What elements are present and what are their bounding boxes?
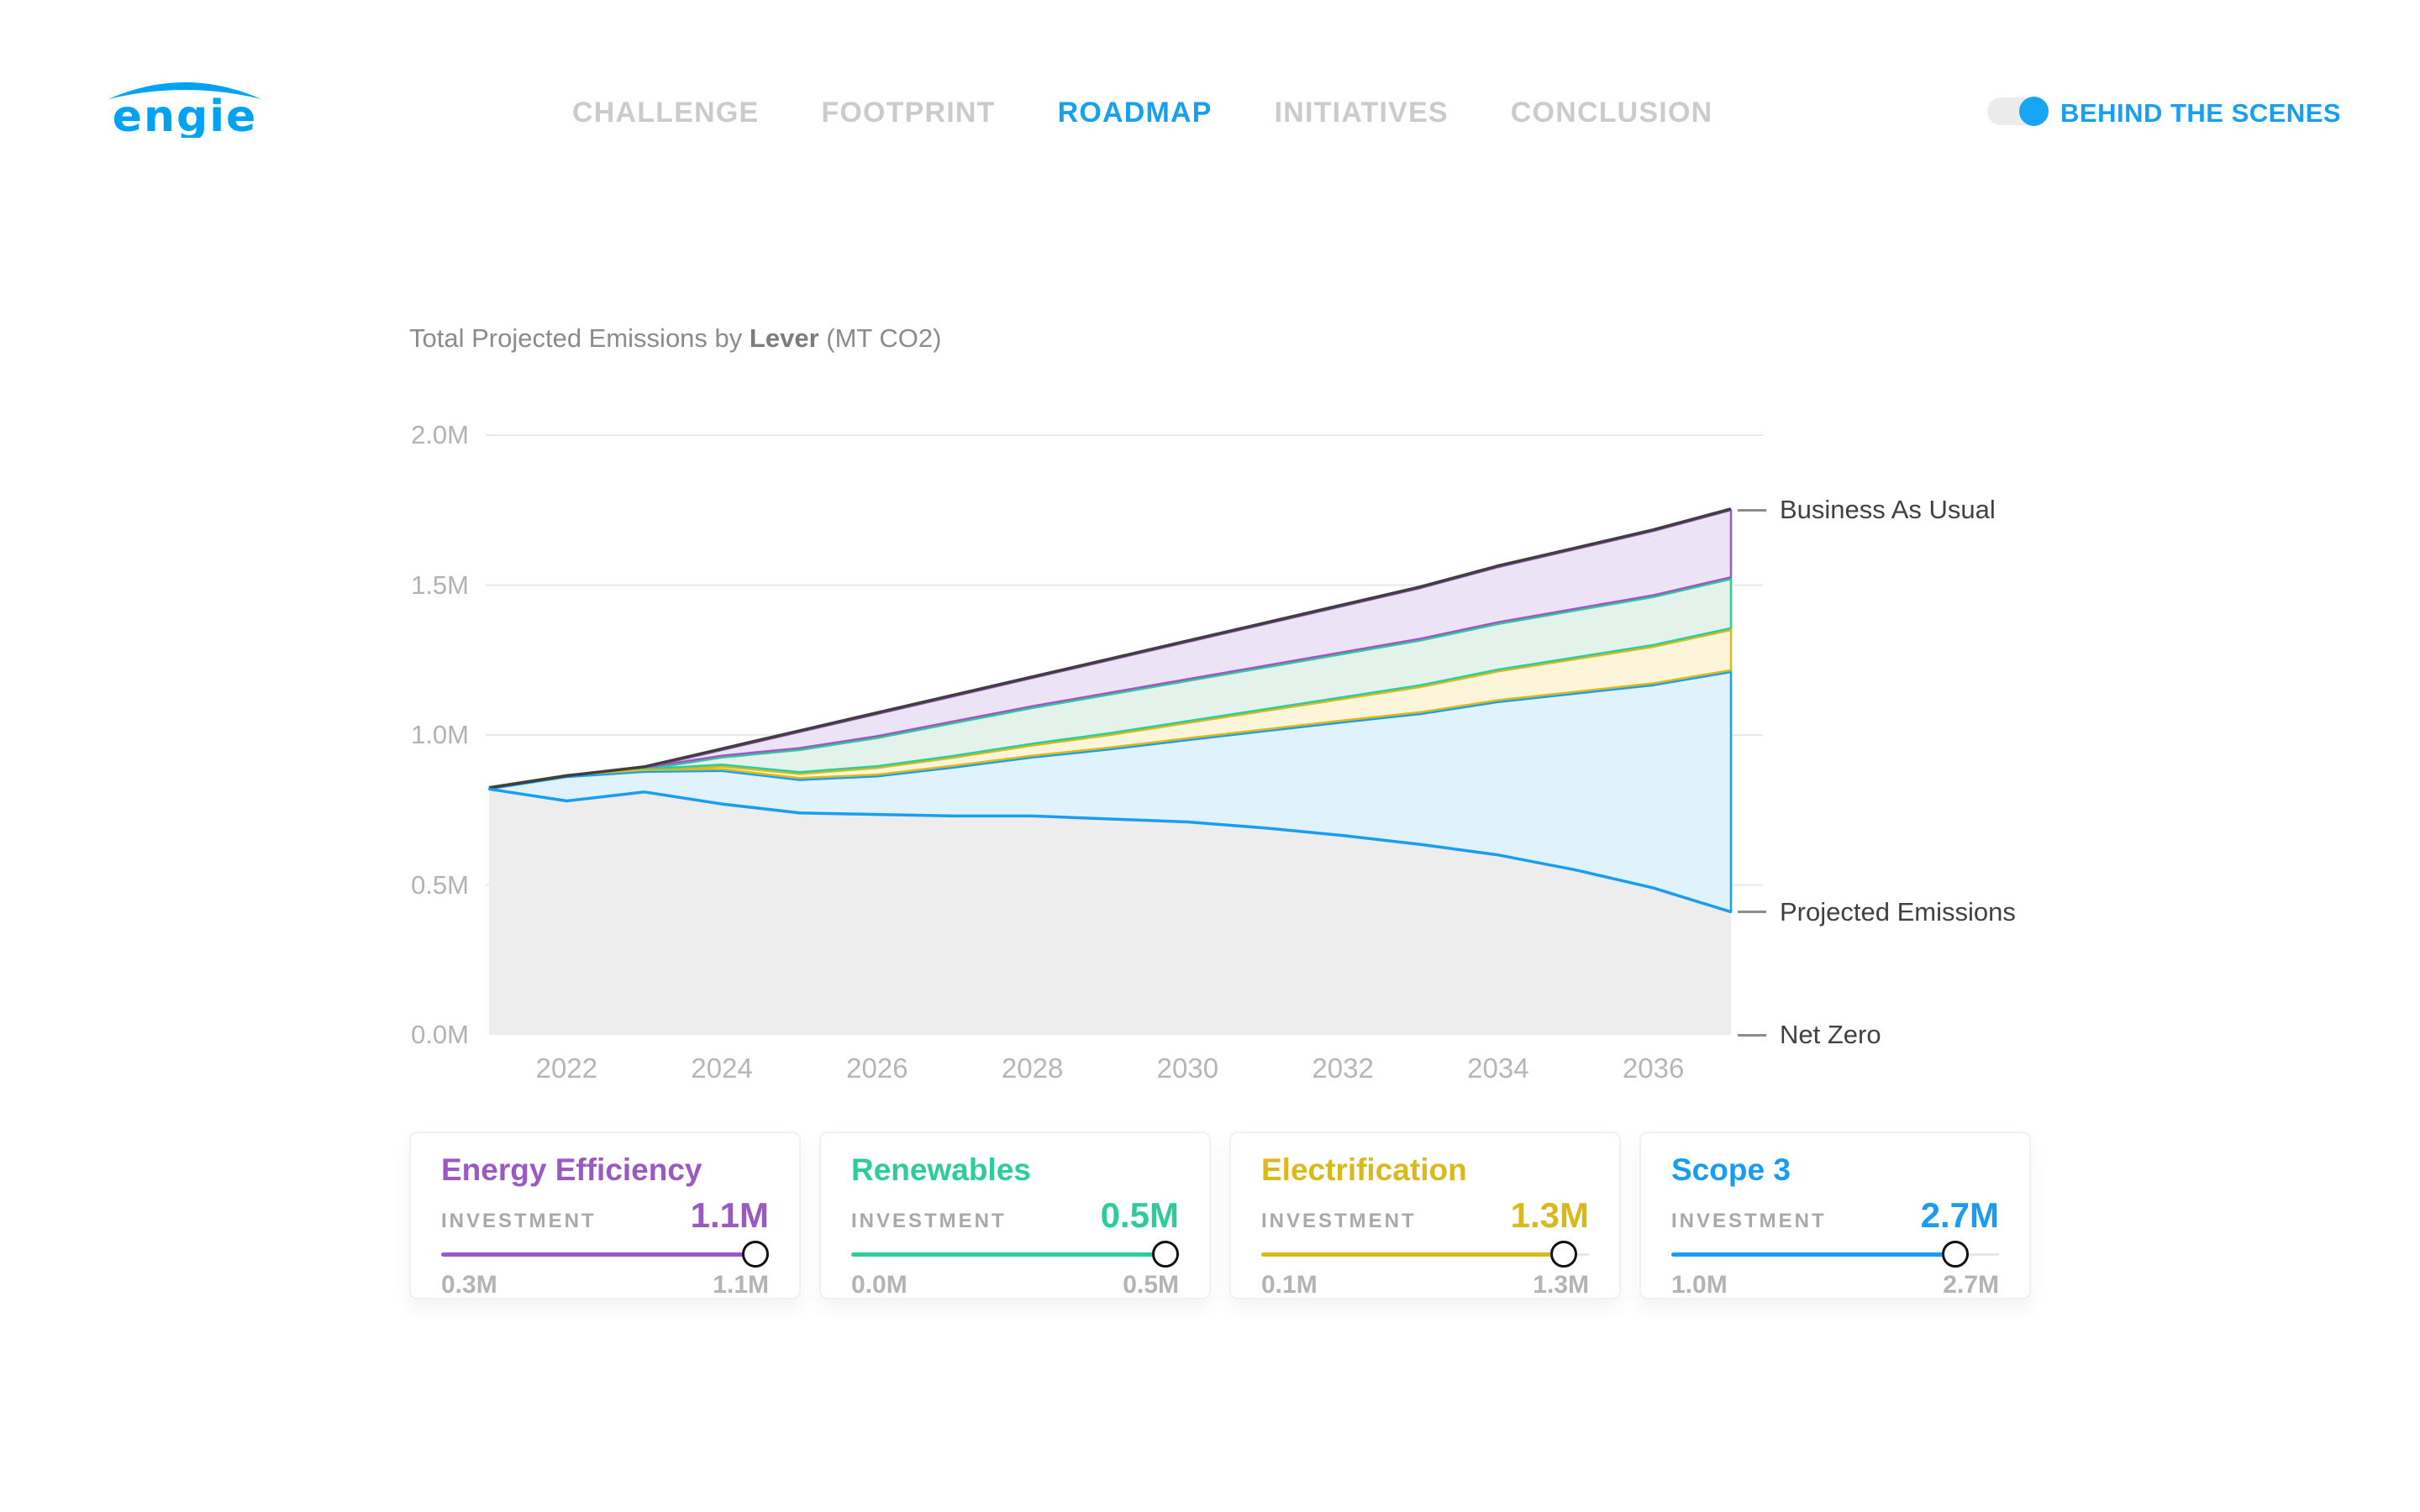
engie-logo: engie — [108, 82, 261, 138]
investment-value: 0.5M — [1100, 1195, 1179, 1235]
lever-title: Electrification — [1261, 1152, 1467, 1187]
slider-knob-energy-efficiency[interactable] — [742, 1241, 769, 1268]
y-tick-0.5M: 0.5M — [411, 869, 469, 900]
nav-item-initiatives[interactable]: INITIATIVES — [1274, 96, 1449, 129]
y-tick-0.0M: 0.0M — [411, 1020, 469, 1049]
annotation-label: Projected Emissions — [1780, 896, 2016, 927]
x-tick-2022: 2022 — [535, 1053, 598, 1084]
nav-item-challenge[interactable]: CHALLENGE — [572, 96, 760, 129]
slider-track-rest[interactable] — [1576, 1253, 1589, 1256]
lever-card-scope-3: Scope 3 INVESTMENT 2.7M 1.0M 2.7M — [1639, 1131, 2031, 1299]
investment-row: INVESTMENT 1.3M — [1261, 1195, 1589, 1236]
slider-range: 0.3M 1.1M — [441, 1271, 769, 1299]
chart-title-unit: (MT CO2) — [818, 323, 942, 353]
annotation-label: Business As Usual — [1780, 495, 1996, 525]
annotation-dash-icon — [1738, 508, 1766, 512]
investment-row: INVESTMENT 1.1M — [441, 1195, 769, 1236]
nav-item-footprint[interactable]: FOOTPRINT — [821, 96, 996, 129]
business-as-usual-line — [488, 507, 1732, 790]
range-min: 0.3M — [441, 1271, 497, 1299]
investment-row: INVESTMENT 0.5M — [851, 1195, 1179, 1236]
slider-track-fill[interactable] — [441, 1252, 769, 1257]
range-max: 1.3M — [1533, 1271, 1589, 1299]
renewables-line — [488, 627, 1732, 789]
y-tick-1.0M: 1.0M — [411, 720, 469, 749]
lever-card-electrification: Electrification INVESTMENT 1.3M 0.1M 1.3M — [1229, 1131, 1621, 1299]
lever-card-energy-efficiency: Energy Efficiency INVESTMENT 1.1M 0.3M 1.1M — [409, 1131, 801, 1299]
annotation-label: Net Zero — [1780, 1020, 1881, 1049]
remaining-emissions-area — [489, 789, 1731, 1035]
slider-knob-renewables[interactable] — [1152, 1241, 1179, 1268]
investment-label: INVESTMENT — [1261, 1210, 1417, 1232]
investment-label: INVESTMENT — [441, 1210, 597, 1232]
range-min: 1.0M — [1671, 1271, 1728, 1299]
x-tick-2026: 2026 — [846, 1053, 908, 1084]
logo-text: engie — [113, 92, 258, 138]
projected-emissions-line — [488, 787, 1732, 914]
lever-title: Renewables — [851, 1152, 1031, 1187]
slider-track-rest[interactable] — [1966, 1253, 1999, 1256]
logo-swoosh — [108, 82, 261, 99]
investment-label: INVESTMENT — [1671, 1210, 1827, 1232]
lever-cards: Energy Efficiency INVESTMENT 1.1M 0.3M 1.1M R… — [409, 1131, 2031, 1299]
slider-knob-scope-3[interactable] — [1942, 1241, 1970, 1268]
toggle-knob[interactable] — [2019, 97, 2049, 126]
slider-range: 0.1M 1.3M — [1261, 1271, 1589, 1299]
x-tick-2032: 2032 — [1312, 1053, 1374, 1084]
chart-title-regular: Total Projected Emissions by — [409, 323, 750, 353]
x-tick-2034: 2034 — [1467, 1053, 1529, 1084]
x-tick-2036: 2036 — [1622, 1053, 1685, 1084]
slider-track-fill[interactable] — [1671, 1252, 1966, 1257]
energy-efficiency-line — [488, 575, 1732, 789]
investment-label: INVESTMENT — [851, 1210, 1007, 1232]
behind-the-scenes-toggle[interactable] — [1987, 97, 2049, 126]
investment-slider-energy-efficiency[interactable] — [441, 1239, 769, 1269]
x-tick-2028: 2028 — [1001, 1053, 1064, 1084]
investment-row: INVESTMENT 2.7M — [1671, 1195, 1999, 1236]
investment-value: 1.1M — [690, 1195, 769, 1235]
investment-value: 1.3M — [1510, 1195, 1589, 1235]
nav-item-conclusion[interactable]: CONCLUSION — [1510, 96, 1713, 129]
slider-knob-electrification[interactable] — [1549, 1241, 1577, 1268]
chart-title: Total Projected Emissions by Lever (MT C… — [409, 323, 941, 354]
main-nav: CHALLENGE FOOTPRINT ROADMAP INITIATIVES CONC… — [572, 92, 1712, 134]
range-min: 0.0M — [851, 1271, 908, 1299]
lever-title: Energy Efficiency — [441, 1152, 702, 1187]
behind-the-scenes-label: BEHIND THE SCENES — [2060, 98, 2342, 128]
investment-slider-renewables[interactable] — [851, 1239, 1179, 1269]
investment-value: 2.7M — [1920, 1195, 1999, 1235]
slider-range: 1.0M 2.7M — [1671, 1271, 1999, 1299]
annotation-zero: Net Zero — [1738, 1018, 1881, 1052]
annotation-dash-icon — [1738, 911, 1766, 914]
y-tick-1.5M: 1.5M — [411, 570, 469, 600]
investment-slider-electrification[interactable] — [1261, 1239, 1589, 1269]
x-tick-2030: 2030 — [1156, 1053, 1219, 1084]
annotation-projected: Projected Emissions — [1738, 895, 2016, 929]
range-max: 1.1M — [713, 1271, 769, 1299]
annotation-bau: Business As Usual — [1738, 493, 1996, 527]
range-min: 0.1M — [1261, 1271, 1318, 1299]
chart-title-bold: Lever — [749, 323, 819, 353]
slider-range: 0.0M 0.5M — [851, 1271, 1179, 1299]
electrification-line — [488, 669, 1732, 789]
lever-title: Scope 3 — [1671, 1152, 1791, 1187]
slider-track-fill[interactable] — [851, 1252, 1179, 1257]
investment-slider-scope-3[interactable] — [1671, 1239, 1999, 1269]
y-tick-2.0M: 2.0M — [411, 420, 469, 449]
range-max: 2.7M — [1943, 1271, 1999, 1299]
nav-item-roadmap[interactable]: ROADMAP — [1057, 96, 1213, 129]
annotation-dash-icon — [1738, 1033, 1766, 1037]
lever-card-renewables: Renewables INVESTMENT 0.5M 0.0M 0.5M — [819, 1131, 1211, 1299]
slider-track-fill[interactable] — [1261, 1252, 1576, 1257]
x-tick-2024: 2024 — [691, 1053, 753, 1084]
range-max: 0.5M — [1123, 1271, 1179, 1299]
